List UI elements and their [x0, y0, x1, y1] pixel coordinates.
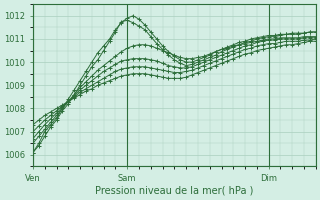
- X-axis label: Pression niveau de la mer( hPa ): Pression niveau de la mer( hPa ): [95, 186, 253, 196]
